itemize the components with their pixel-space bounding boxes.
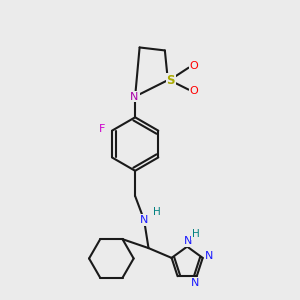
- Text: O: O: [190, 61, 198, 71]
- Text: H: H: [192, 229, 200, 239]
- Text: N: N: [191, 278, 200, 288]
- Text: O: O: [190, 86, 198, 96]
- Text: S: S: [167, 74, 175, 87]
- Text: N: N: [184, 236, 192, 246]
- Text: H: H: [153, 206, 160, 217]
- Text: N: N: [205, 251, 213, 261]
- Text: F: F: [99, 124, 106, 134]
- Text: N: N: [130, 92, 139, 101]
- Text: N: N: [140, 215, 148, 225]
